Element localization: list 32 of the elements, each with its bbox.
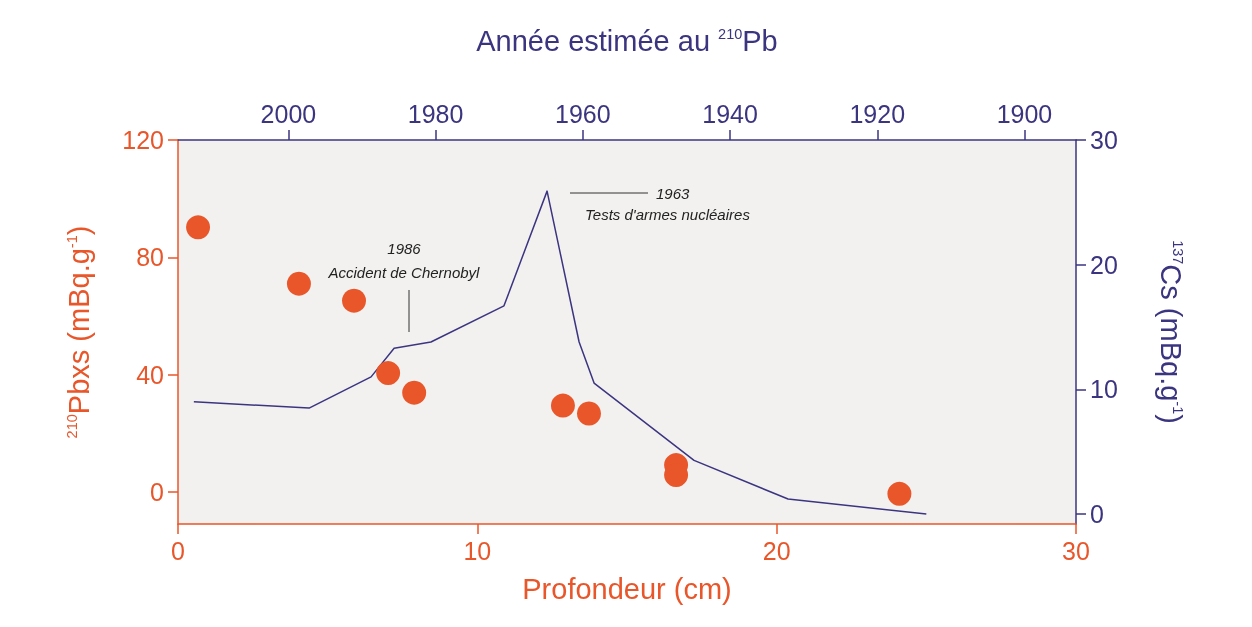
x2-tick-label: 1980 xyxy=(407,99,464,128)
annotation: 1963 Tests d'armes nucléaires xyxy=(585,184,751,223)
x-tick-label: 20 xyxy=(762,536,791,565)
x2-tick-label: 1920 xyxy=(849,99,906,128)
y-tick-label: 40 xyxy=(136,360,164,389)
y2-tick-label: 0 xyxy=(1090,500,1104,529)
y2-tick-label: 10 xyxy=(1090,375,1118,404)
y2-axis-title: 137Cs (mBq.g-1) xyxy=(1154,240,1187,424)
x-tick-label: 30 xyxy=(1062,536,1090,565)
line-series xyxy=(193,190,928,515)
x-axis-title: Profondeur (cm) xyxy=(522,572,732,605)
y-tick-label: 80 xyxy=(136,243,164,272)
y-axis-title: 210Pbxs (mBq.g-1) xyxy=(62,225,95,439)
point xyxy=(286,271,311,296)
point xyxy=(402,380,427,405)
point xyxy=(376,361,401,386)
y2-tick-label: 30 xyxy=(1090,126,1118,154)
point xyxy=(577,401,601,426)
point xyxy=(342,288,367,313)
x2-tick-label: 2000 xyxy=(260,99,317,128)
x2-tick-label: 1960 xyxy=(555,99,611,128)
x2-tick-label: 1940 xyxy=(702,99,758,128)
y-tick-label: 120 xyxy=(122,126,164,154)
x-tick-label: 10 xyxy=(463,536,492,565)
y2-tick-label: 20 xyxy=(1090,250,1118,279)
x2-tick-label: 1900 xyxy=(996,99,1053,128)
y-tick-label: 0 xyxy=(150,477,164,506)
annotation: 1986 Accident de Chernobyl xyxy=(327,239,481,281)
point xyxy=(887,481,912,506)
x-tick-label: 0 xyxy=(171,536,185,565)
point xyxy=(186,215,211,240)
point xyxy=(550,393,575,418)
